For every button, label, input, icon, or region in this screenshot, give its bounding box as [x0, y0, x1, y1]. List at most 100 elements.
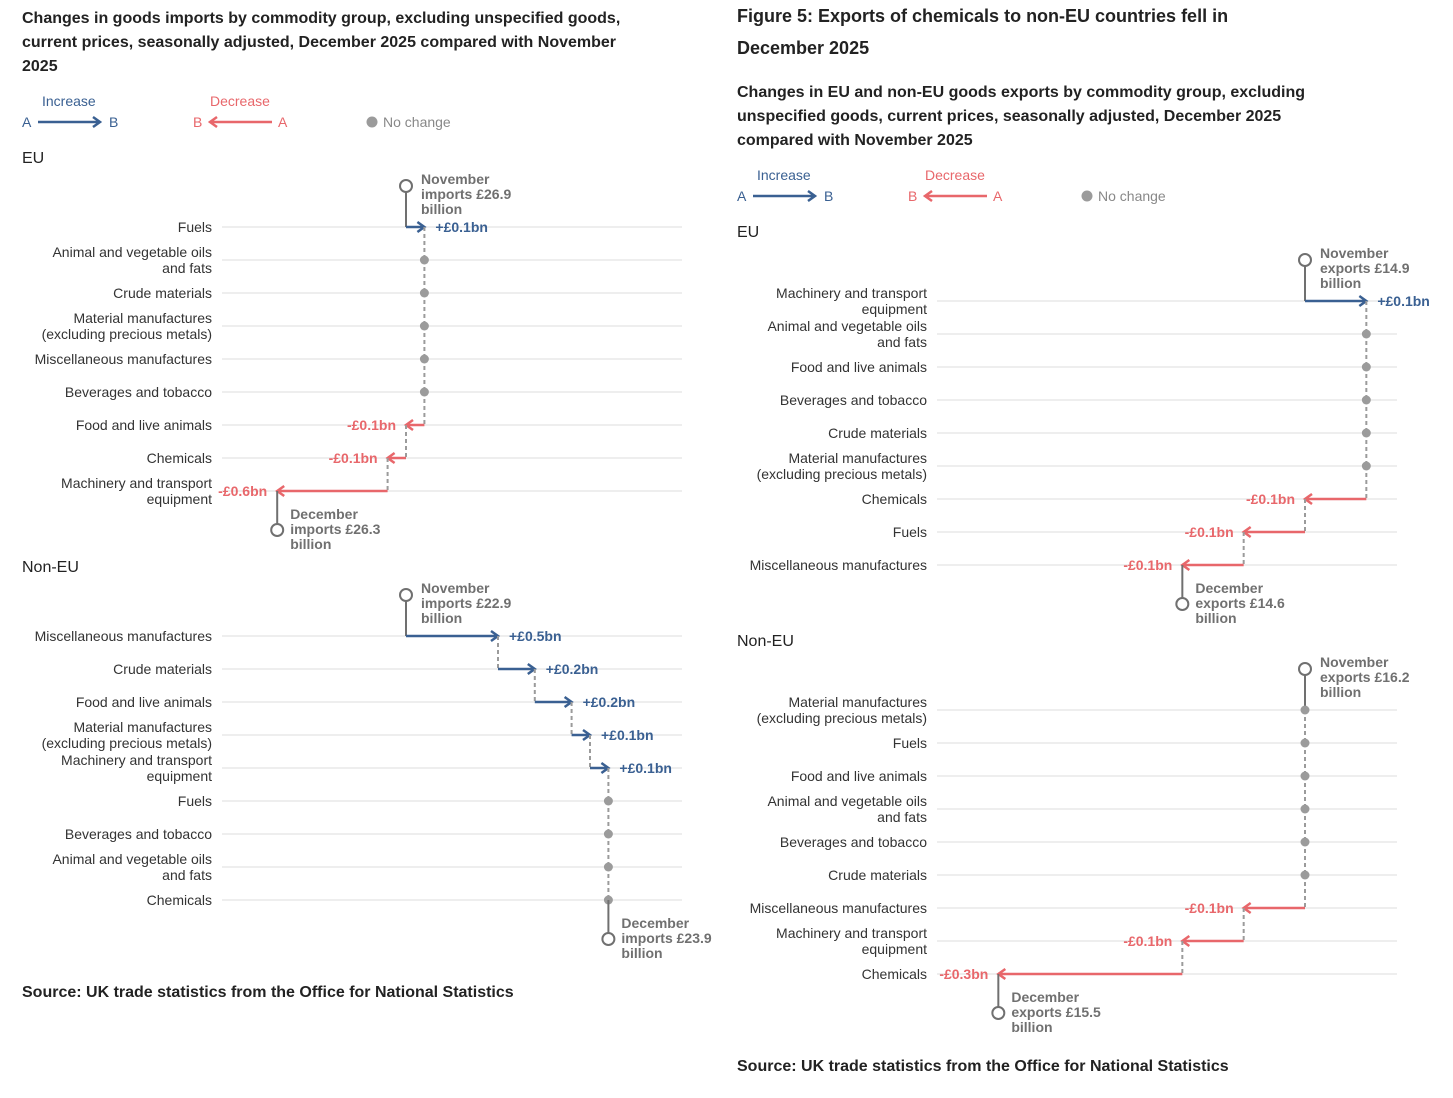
start-marker	[399, 588, 413, 602]
decrease-arrow	[385, 451, 406, 465]
legend-arrow	[38, 115, 103, 129]
legend-label: A	[737, 188, 747, 204]
end-label: December imports £26.3 billion	[290, 506, 381, 552]
legend-label: No change	[1098, 188, 1166, 204]
category-label: Food and live animals	[790, 768, 927, 784]
end-label: December imports £23.9 billion	[621, 915, 712, 961]
decrease-arrow	[996, 967, 1183, 981]
category-label: Fuels	[177, 793, 212, 809]
start-label: November exports £16.2 billion	[1320, 654, 1410, 700]
legend-label: No change	[383, 114, 451, 130]
category-label: Machinery and transport equipment	[61, 475, 212, 507]
panel-title: Non-EU	[22, 559, 79, 576]
category-label: Fuels	[177, 219, 212, 235]
category-label: Beverages and tobacco	[64, 384, 212, 400]
start-label: November exports £14.9 billion	[1320, 245, 1410, 291]
end-label: December exports £15.5 billion	[1011, 989, 1101, 1035]
category-label: Crude materials	[828, 425, 927, 441]
start-marker	[1298, 662, 1312, 676]
increase-arrow	[406, 220, 427, 234]
decrease-arrow	[1241, 525, 1305, 539]
category-label: Animal and vegetable oils and fats	[767, 318, 927, 350]
category-label: Beverages and tobacco	[779, 392, 927, 408]
category-label: Crude materials	[113, 661, 212, 677]
category-label: Animal and vegetable oils and fats	[52, 244, 212, 276]
increase-arrow	[406, 629, 501, 643]
category-label: Miscellaneous manufactures	[749, 557, 927, 573]
panel-title: EU	[22, 150, 45, 167]
increase-arrow	[498, 662, 537, 676]
category-label: Material manufactures (excluding preciou…	[41, 719, 212, 751]
category-label: Food and live animals	[75, 694, 212, 710]
decrease-arrow	[1180, 934, 1244, 948]
category-label: Machinery and transport equipment	[776, 925, 927, 957]
end-marker	[1175, 597, 1190, 611]
increase-arrow	[534, 695, 574, 709]
legend-label: A	[993, 188, 1003, 204]
figure-title: Figure 5: Exports of chemicals to non-EU…	[737, 6, 1229, 58]
value-label: +£0.1bn	[619, 760, 672, 776]
value-label: +£0.2bn	[582, 694, 636, 710]
category-label: Beverages and tobacco	[64, 826, 212, 842]
decrease-arrow	[1180, 558, 1244, 572]
legend-label: Increase	[42, 93, 96, 109]
subtitle: Changes in EU and non-EU goods exports b…	[737, 84, 1306, 149]
value-label: +£0.1bn	[435, 219, 488, 235]
end-marker	[601, 932, 616, 946]
start-marker	[1298, 253, 1312, 267]
end-marker	[991, 1006, 1006, 1020]
category-label: Chemicals	[861, 491, 927, 507]
legend-arrow	[207, 115, 272, 129]
value-label: -£0.1bn	[1123, 557, 1173, 573]
category-label: Miscellaneous manufactures	[749, 900, 927, 916]
value-label: -£0.1bn	[1184, 524, 1234, 540]
legend-label: B	[908, 188, 918, 204]
legend-dot	[1081, 190, 1093, 202]
legend-label: Increase	[757, 167, 811, 183]
value-label: -£0.3bn	[939, 966, 989, 982]
category-label: Food and live animals	[790, 359, 927, 375]
start-label: November imports £26.9 billion	[421, 171, 512, 217]
increase-arrow	[1305, 294, 1369, 308]
end-label: December exports £14.6 billion	[1195, 580, 1285, 626]
category-label: Material manufactures (excluding preciou…	[756, 450, 927, 482]
value-label: -£0.6bn	[218, 483, 268, 499]
decrease-arrow	[1302, 492, 1367, 506]
legend-arrow	[753, 189, 818, 203]
category-label: Machinery and transport equipment	[61, 752, 212, 784]
start-marker	[399, 179, 413, 193]
decrease-arrow	[1241, 901, 1305, 915]
value-label: +£0.1bn	[601, 727, 654, 743]
value-label: +£0.2bn	[545, 661, 599, 677]
value-label: -£0.1bn	[346, 417, 396, 433]
value-label: -£0.1bn	[1245, 491, 1295, 507]
category-label: Animal and vegetable oils and fats	[767, 793, 927, 825]
legend-label: A	[278, 114, 288, 130]
value-label: -£0.1bn	[1184, 900, 1234, 916]
category-label: Chemicals	[146, 892, 212, 908]
category-label: Chemicals	[861, 966, 927, 982]
panel-title: Non-EU	[737, 633, 794, 650]
legend-arrow	[922, 189, 987, 203]
start-label: November imports £22.9 billion	[421, 580, 512, 626]
value-label: -£0.1bn	[328, 450, 378, 466]
legend-label: Decrease	[925, 167, 985, 183]
value-label: -£0.1bn	[1123, 933, 1173, 949]
legend-label: Decrease	[210, 93, 270, 109]
category-label: Chemicals	[146, 450, 212, 466]
category-label: Animal and vegetable oils and fats	[52, 851, 212, 883]
category-label: Miscellaneous manufactures	[34, 628, 212, 644]
category-label: Miscellaneous manufactures	[34, 351, 212, 367]
value-label: +£0.5bn	[509, 628, 562, 644]
category-label: Material manufactures (excluding preciou…	[41, 310, 212, 342]
decrease-arrow	[275, 484, 388, 498]
panel-title: EU	[737, 224, 760, 241]
legend-label: A	[22, 114, 32, 130]
category-label: Material manufactures (excluding preciou…	[756, 694, 927, 726]
value-label: +£0.1bn	[1377, 293, 1430, 309]
category-label: Fuels	[892, 735, 927, 751]
decrease-arrow	[403, 418, 425, 432]
category-label: Beverages and tobacco	[779, 834, 927, 850]
